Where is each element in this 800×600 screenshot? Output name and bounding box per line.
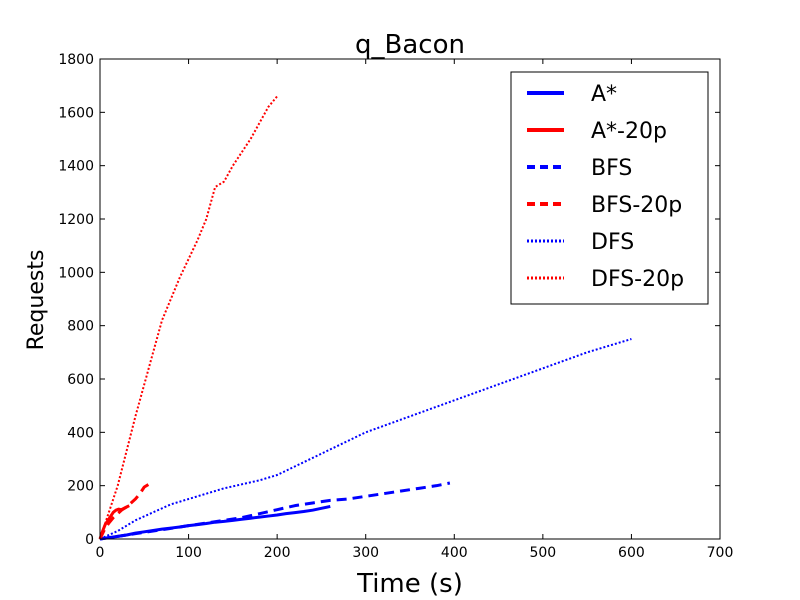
- x-tick-label: 0: [96, 545, 105, 561]
- series-line-bfs-20p: [98, 483, 150, 540]
- y-tick-label: 1600: [58, 105, 94, 121]
- x-tick-label: 200: [264, 545, 291, 561]
- x-axis-label: Time (s): [356, 569, 463, 599]
- y-tick-label: 400: [67, 425, 94, 441]
- legend-label: BFS: [591, 156, 632, 181]
- x-tick-label: 500: [529, 545, 556, 561]
- x-tick-label: 100: [175, 545, 202, 561]
- tick-layer: 0 100 200 300 400 500 600 700 0 200 400 600 800 1000 1…: [58, 52, 733, 561]
- y-tick-label: 600: [67, 372, 94, 388]
- legend-box: [510, 71, 709, 305]
- plot-frame: [99, 58, 721, 540]
- y-tick-label: 1800: [58, 52, 94, 68]
- legend-label: A*-20p: [591, 119, 667, 144]
- x-tick-label: 400: [441, 545, 468, 561]
- chart-title: q_Bacon: [355, 30, 465, 60]
- x-tick-label: 600: [618, 545, 645, 561]
- y-tick-label: 1200: [58, 212, 94, 228]
- series-line-dfs-20p: [99, 95, 278, 540]
- x-tick-label: 700: [707, 545, 734, 561]
- y-tick-label: 800: [67, 319, 94, 335]
- y-tick-label: 0: [85, 532, 94, 548]
- legend-label: A*: [591, 82, 617, 107]
- series-layer: [98, 95, 632, 541]
- y-tick-label: 200: [67, 479, 94, 495]
- y-tick-label: 1000: [58, 265, 94, 281]
- legend-label: DFS-20p: [591, 267, 684, 292]
- y-axis-label: Requests: [24, 250, 49, 351]
- series-line-bfs: [99, 481, 451, 541]
- legend: A* A*-20p BFS BFS-20p DFS DFS-20p: [510, 71, 709, 305]
- legend-label: DFS: [591, 230, 634, 255]
- series-line-dfs: [99, 338, 632, 540]
- x-tick-label: 300: [352, 545, 379, 561]
- y-tick-label: 1400: [58, 159, 94, 175]
- legend-label: BFS-20p: [591, 193, 682, 218]
